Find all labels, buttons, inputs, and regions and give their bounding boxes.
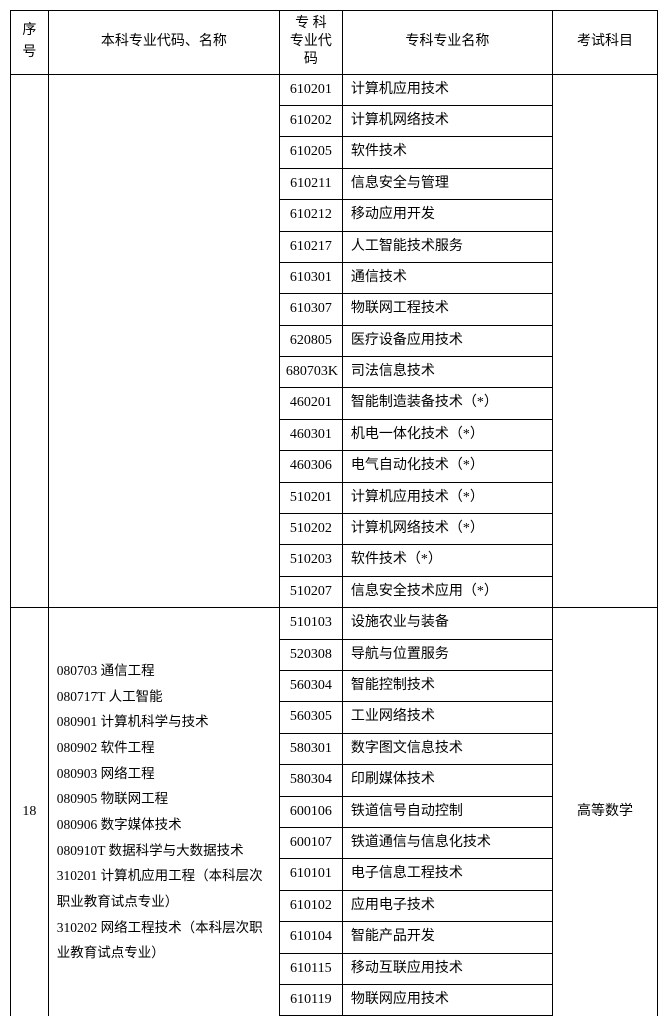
name-cell: 电气自动化技术（*） [342,451,552,482]
name-cell: 信息安全与管理 [342,168,552,199]
header-seq: 序号 [11,11,49,75]
code-cell: 510207 [279,576,342,607]
exam-cell-blank [552,74,657,608]
code-cell: 610119 [279,984,342,1015]
name-cell: 铁道通信与信息化技术 [342,827,552,858]
seq-cell: 18 [11,608,49,1016]
header-major: 本科专业代码、名称 [48,11,279,75]
name-cell: 机电一体化技术（*） [342,419,552,450]
major-cell-blank [48,74,279,608]
major-line: 310202 网络工程技术（本科层次职业教育试点专业） [57,915,271,966]
name-cell: 数字图文信息技术 [342,733,552,764]
code-cell: 460201 [279,388,342,419]
table-row: 610201计算机应用技术 [11,74,658,105]
name-cell: 印刷媒体技术 [342,765,552,796]
name-cell: 计算机网络技术（*） [342,514,552,545]
name-cell: 软件技术 [342,137,552,168]
code-cell: 680703K [279,357,342,388]
code-cell: 610307 [279,294,342,325]
code-cell: 610115 [279,953,342,984]
code-cell: 510202 [279,514,342,545]
name-cell: 软件技术（*） [342,545,552,576]
major-line: 080901 计算机科学与技术 [57,709,271,735]
code-cell: 510203 [279,545,342,576]
header-code: 专 科 专业代码 [279,11,342,75]
code-cell: 610201 [279,74,342,105]
name-cell: 设施农业与装备 [342,608,552,639]
name-cell: 计算机应用技术（*） [342,482,552,513]
name-cell: 计算机网络技术 [342,105,552,136]
major-line: 080910T 数据科学与大数据技术 [57,838,271,864]
major-line: 080906 数字媒体技术 [57,812,271,838]
major-cell: 080703 通信工程080717T 人工智能080901 计算机科学与技术08… [48,608,279,1016]
major-line: 080902 软件工程 [57,735,271,761]
code-cell: 510103 [279,608,342,639]
header-code-top: 专 科 [286,15,336,33]
major-line: 080903 网络工程 [57,761,271,787]
code-cell: 610101 [279,859,342,890]
code-cell: 610217 [279,231,342,262]
name-cell: 通信技术 [342,262,552,293]
name-cell: 电子信息工程技术 [342,859,552,890]
code-cell: 610205 [279,137,342,168]
header-name: 专科专业名称 [342,11,552,75]
name-cell: 智能制造装备技术（*） [342,388,552,419]
header-code-bottom: 专业代码 [286,33,336,69]
name-cell: 医疗设备应用技术 [342,325,552,356]
name-cell: 物联网工程技术 [342,294,552,325]
name-cell: 应用电子技术 [342,890,552,921]
code-cell: 520308 [279,639,342,670]
code-cell: 610211 [279,168,342,199]
code-cell: 600106 [279,796,342,827]
name-cell: 铁道信号自动控制 [342,796,552,827]
name-cell: 司法信息技术 [342,357,552,388]
name-cell: 人工智能技术服务 [342,231,552,262]
code-cell: 610212 [279,200,342,231]
name-cell: 计算机应用技术 [342,74,552,105]
code-cell: 620805 [279,325,342,356]
header-row: 序号 本科专业代码、名称 专 科 专业代码 专科专业名称 考试科目 [11,11,658,75]
name-cell: 工业网络技术 [342,702,552,733]
name-cell: 物联网应用技术 [342,984,552,1015]
table-body: 610201计算机应用技术610202计算机网络技术610205软件技术6102… [11,74,658,1016]
table-row: 18080703 通信工程080717T 人工智能080901 计算机科学与技术… [11,608,658,639]
exam-cell: 高等数学 [552,608,657,1016]
code-cell: 560305 [279,702,342,733]
code-cell: 610102 [279,890,342,921]
name-cell: 智能控制技术 [342,670,552,701]
major-line: 080703 通信工程 [57,658,271,684]
major-line: 310201 计算机应用工程（本科层次职业教育试点专业） [57,863,271,914]
header-exam: 考试科目 [552,11,657,75]
code-cell: 580304 [279,765,342,796]
code-cell: 610202 [279,105,342,136]
code-cell: 610301 [279,262,342,293]
name-cell: 智能产品开发 [342,922,552,953]
majors-table: 序号 本科专业代码、名称 专 科 专业代码 专科专业名称 考试科目 610201… [10,10,658,1016]
name-cell: 移动互联应用技术 [342,953,552,984]
seq-cell-blank [11,74,49,608]
name-cell: 导航与位置服务 [342,639,552,670]
name-cell: 移动应用开发 [342,200,552,231]
code-cell: 580301 [279,733,342,764]
code-cell: 460301 [279,419,342,450]
code-cell: 460306 [279,451,342,482]
code-cell: 510201 [279,482,342,513]
code-cell: 560304 [279,670,342,701]
major-line: 080905 物联网工程 [57,786,271,812]
major-line: 080717T 人工智能 [57,684,271,710]
code-cell: 600107 [279,827,342,858]
code-cell: 610104 [279,922,342,953]
name-cell: 信息安全技术应用（*） [342,576,552,607]
